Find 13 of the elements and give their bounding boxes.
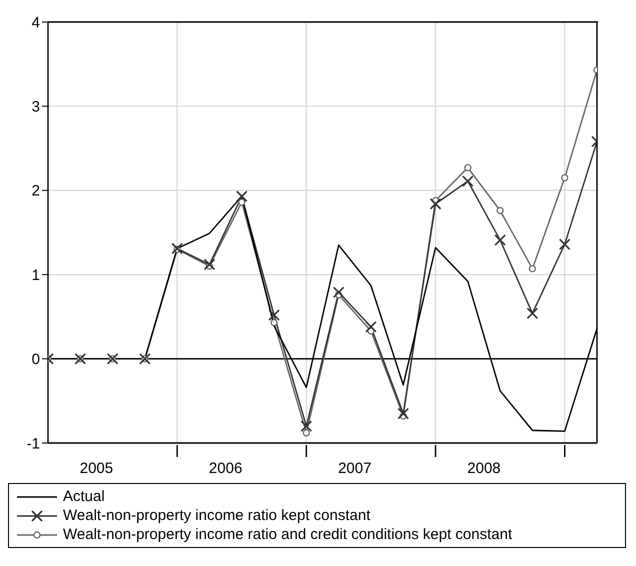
x-tick-label: 2005 [80,460,114,477]
y-tick-label: 2 [32,182,40,200]
legend-label: Actual [63,487,105,506]
y-tick-label: 3 [32,98,40,116]
legend-label: Wealt-non-property income ratio and credit conditions kept constant [63,525,512,544]
y-tick-label: 1 [32,266,40,284]
y-tick-label: 4 [32,14,40,32]
x-tick-label: 2007 [338,460,372,477]
x-tick-label: 2008 [467,460,501,477]
y-tick-label: -1 [26,435,40,452]
x-tick-label: 2006 [208,460,242,477]
y-tick-label: 0 [32,351,40,368]
legend-label: Wealt-non-property income ratio kept constant [63,506,370,525]
